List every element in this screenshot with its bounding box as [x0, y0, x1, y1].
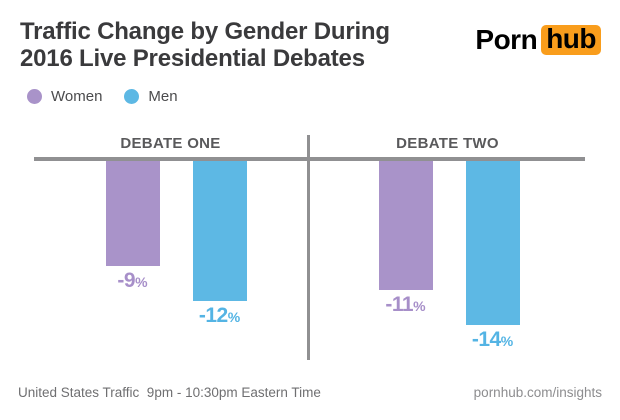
category-label-debate-one: DEBATE ONE — [120, 135, 221, 152]
page-title: Traffic Change by Gender During 2016 Liv… — [20, 18, 470, 72]
logo-text-hub: hub — [541, 25, 601, 55]
legend-item-women: Women — [27, 88, 102, 105]
page-title-line-2: 2016 Live Presidential Debates — [20, 45, 365, 72]
footer-site-url: pornhub.com/insights — [473, 385, 602, 400]
group-divider-line — [307, 135, 310, 360]
bar-value-label-men-debate-one: -12% — [198, 304, 241, 328]
pornhub-logo: Porn hub — [475, 24, 601, 56]
legend-label-women: Women — [51, 88, 103, 105]
legend-dot-women-icon — [27, 89, 42, 104]
logo-text-porn: Porn — [475, 24, 538, 55]
bar-value-label-men-debate-two: -14% — [471, 327, 514, 351]
page-title-line-1: Traffic Change by Gender During — [20, 18, 390, 45]
bar-men-debate-one — [192, 161, 247, 302]
legend: Women Men — [27, 88, 178, 105]
legend-dot-men-icon — [124, 89, 140, 104]
footer-source-note: United States Traffic 9pm - 10:30pm East… — [18, 385, 321, 400]
bar-women-debate-two — [378, 161, 433, 290]
legend-item-men: Men — [124, 88, 178, 105]
bar-value-label-women-debate-two: -11% — [385, 292, 426, 316]
legend-label-men: Men — [148, 88, 178, 105]
category-label-debate-two: DEBATE TWO — [396, 135, 499, 152]
bar-men-debate-two — [465, 161, 520, 325]
bar-value-label-women-debate-one: -9% — [117, 269, 148, 293]
bar-women-debate-one — [105, 161, 160, 267]
